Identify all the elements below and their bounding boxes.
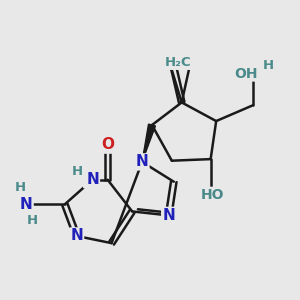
Polygon shape	[142, 124, 155, 162]
Text: HO: HO	[201, 188, 224, 202]
Text: H₂C: H₂C	[164, 56, 191, 69]
Text: N: N	[20, 197, 32, 212]
Text: O: O	[101, 137, 114, 152]
Text: N: N	[70, 229, 83, 244]
Text: N: N	[136, 154, 148, 169]
Text: OH: OH	[234, 67, 258, 80]
Text: H: H	[72, 164, 83, 178]
Text: H: H	[26, 214, 38, 227]
Text: N: N	[84, 172, 97, 187]
Text: H: H	[262, 59, 274, 72]
Text: N: N	[86, 172, 99, 187]
Text: O: O	[101, 137, 114, 152]
Text: H: H	[14, 181, 26, 194]
Text: N: N	[162, 208, 175, 223]
Text: N: N	[20, 197, 32, 212]
